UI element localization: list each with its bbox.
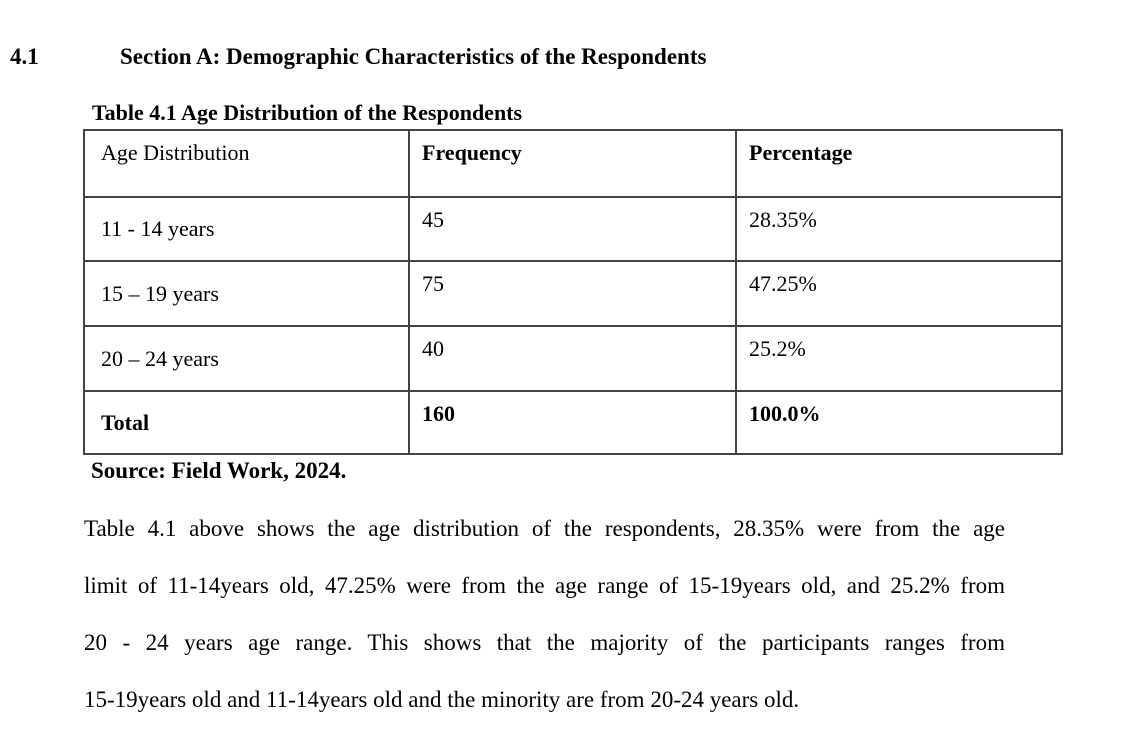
column-header-percentage: Percentage bbox=[735, 129, 1063, 198]
table-total-row: Total 160 100.0% bbox=[83, 390, 1063, 455]
cell-age-range: 11 - 14 years bbox=[83, 196, 410, 262]
section-number: 4.1 bbox=[10, 44, 39, 69]
cell-age-range: 20 – 24 years bbox=[83, 325, 410, 392]
cell-frequency: 45 bbox=[408, 196, 737, 262]
cell-percentage: 25.2% bbox=[735, 325, 1063, 392]
table-caption: Table 4.1 Age Distribution of the Respon… bbox=[92, 100, 523, 125]
cell-percentage: 47.25% bbox=[735, 260, 1063, 327]
table-row: 11 - 14 years 45 28.35% bbox=[83, 196, 1063, 262]
paragraph-line: 15-19years old and 11-14years old and th… bbox=[84, 687, 800, 712]
body-paragraph: Table 4.1 above shows the age distributi… bbox=[84, 500, 1005, 728]
cell-total-percentage: 100.0% bbox=[735, 390, 1063, 455]
table-row: 15 – 19 years 75 47.25% bbox=[83, 260, 1063, 327]
cell-percentage: 28.35% bbox=[735, 196, 1063, 262]
age-distribution-table: Age Distribution Frequency Percentage 11… bbox=[83, 129, 1063, 455]
paragraph-line: Table 4.1 above shows the age distributi… bbox=[84, 516, 1005, 541]
paragraph-line: 20 - 24 years age range. This shows that… bbox=[84, 630, 1005, 655]
cell-frequency: 75 bbox=[408, 260, 737, 327]
cell-total-frequency: 160 bbox=[408, 390, 737, 455]
column-header-age-distribution: Age Distribution bbox=[83, 129, 410, 198]
cell-total-label: Total bbox=[83, 390, 410, 455]
source-note: Source: Field Work, 2024. bbox=[91, 458, 347, 483]
table-header-row: Age Distribution Frequency Percentage bbox=[83, 129, 1063, 198]
cell-frequency: 40 bbox=[408, 325, 737, 392]
table-row: 20 – 24 years 40 25.2% bbox=[83, 325, 1063, 392]
cell-age-range: 15 – 19 years bbox=[83, 260, 410, 327]
section-title: Section A: Demographic Characteristics o… bbox=[120, 44, 707, 69]
column-header-frequency: Frequency bbox=[408, 129, 737, 198]
paragraph-line: limit of 11-14years old, 47.25% were fro… bbox=[84, 573, 1005, 598]
